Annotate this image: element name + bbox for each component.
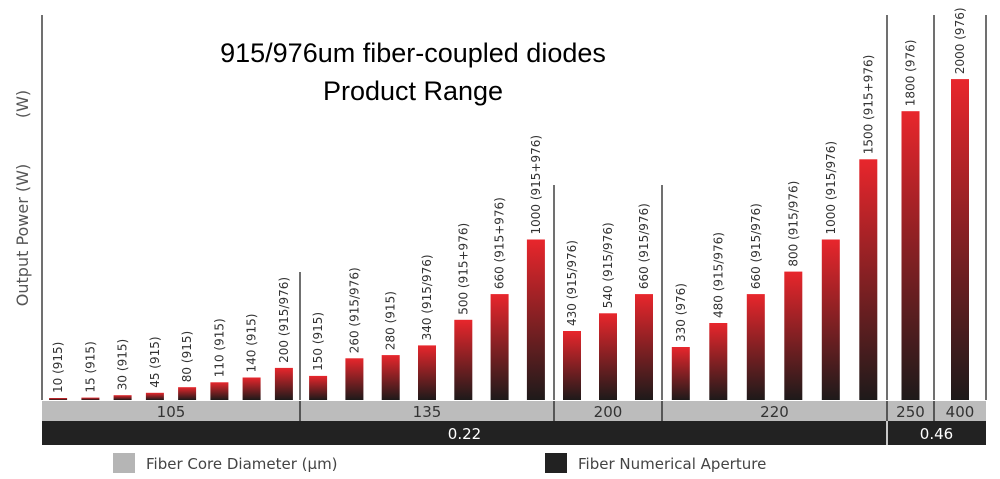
bar bbox=[599, 313, 617, 400]
bar bbox=[709, 323, 728, 400]
chart-title: 915/976um fiber-coupled diodes bbox=[220, 38, 606, 68]
bar bbox=[821, 239, 840, 400]
bar-label: 30 (915) bbox=[116, 339, 130, 390]
legend-swatch-core bbox=[113, 453, 135, 473]
legend-swatch-na bbox=[545, 453, 567, 473]
bar-label: 540 (915/976) bbox=[601, 222, 615, 308]
bar-label: 10 (915) bbox=[51, 342, 65, 393]
numerical-aperture-label: 0.46 bbox=[920, 425, 953, 443]
core-band bbox=[887, 401, 934, 421]
bar-label: 80 (915) bbox=[180, 331, 194, 382]
y-axis-label: Output Power (W) bbox=[13, 164, 32, 306]
na-band bbox=[887, 421, 986, 445]
bar bbox=[746, 294, 765, 400]
core-band bbox=[662, 401, 887, 421]
bar bbox=[784, 271, 803, 400]
bar bbox=[345, 358, 364, 400]
bar bbox=[309, 375, 328, 400]
bar bbox=[145, 392, 164, 400]
bar-label: 1000 (915/976) bbox=[824, 141, 838, 235]
bar-label: 330 (976) bbox=[674, 283, 688, 342]
bar-label: 340 (915/976) bbox=[420, 254, 434, 340]
bar-label: 660 (915/976) bbox=[637, 203, 651, 289]
bar-label: 800 (915/976) bbox=[786, 181, 800, 267]
bar bbox=[671, 347, 690, 400]
bar bbox=[859, 159, 878, 400]
core-diameter-label: 200 bbox=[594, 403, 623, 421]
bar-label: 150 (915) bbox=[311, 312, 325, 371]
bar-labels-layer: 10 (915) 15 (915) 30 (915) 45 (915) 80 (915)… bbox=[51, 7, 967, 393]
bar bbox=[526, 239, 545, 400]
core-band bbox=[300, 401, 554, 421]
y-axis-label-secondary: (W) bbox=[13, 90, 32, 118]
numerical-aperture-label: 0.22 bbox=[448, 425, 481, 443]
bands-layer: 105 135 200 220 250 400 0.22 0.46 bbox=[42, 401, 986, 445]
core-diameter-label: 250 bbox=[896, 403, 925, 421]
bar-label: 200 (915/976) bbox=[277, 277, 291, 363]
bar bbox=[113, 395, 132, 400]
bar-label: 110 (915) bbox=[212, 318, 226, 377]
bar-label: 430 (915/976) bbox=[565, 240, 579, 326]
bar bbox=[381, 355, 400, 400]
bar-label: 500 (915+976) bbox=[456, 223, 470, 315]
legend: Fiber Core Diameter (µm) Fiber Numerical… bbox=[113, 453, 766, 473]
bar bbox=[901, 111, 920, 400]
core-diameter-label: 220 bbox=[760, 403, 789, 421]
bar-label: 260 (915/976) bbox=[347, 267, 361, 353]
legend-label-na: Fiber Numerical Aperture bbox=[578, 455, 766, 473]
legend-label-core: Fiber Core Diameter (µm) bbox=[146, 455, 338, 473]
bar-label: 280 (915) bbox=[384, 291, 398, 350]
bar bbox=[242, 377, 261, 400]
bar bbox=[210, 382, 229, 400]
bar-label: 15 (915) bbox=[83, 341, 97, 392]
bar bbox=[418, 345, 436, 400]
core-band bbox=[934, 401, 986, 421]
bar-label: 1000 (915+976) bbox=[529, 135, 543, 235]
bar-label: 660 (915/976) bbox=[749, 203, 763, 289]
bar bbox=[49, 398, 68, 400]
bar bbox=[563, 331, 581, 400]
core-diameter-label: 105 bbox=[157, 403, 186, 421]
bar bbox=[490, 294, 509, 400]
core-diameter-label: 400 bbox=[946, 403, 975, 421]
bar bbox=[635, 294, 653, 400]
bar-label: 660 (915+976) bbox=[493, 197, 507, 289]
bar-label: 480 (915/976) bbox=[711, 232, 725, 318]
bars-layer bbox=[49, 79, 969, 400]
bar-label: 2000 (976) bbox=[953, 7, 967, 74]
core-band bbox=[42, 401, 300, 421]
bar-label: 45 (915) bbox=[148, 336, 162, 387]
core-diameter-label: 135 bbox=[413, 403, 442, 421]
bar-label: 1800 (976) bbox=[904, 40, 918, 107]
bar bbox=[951, 79, 969, 400]
bar-label: 140 (915) bbox=[245, 314, 259, 373]
bar bbox=[81, 397, 100, 400]
core-band bbox=[554, 401, 662, 421]
chart-subtitle: Product Range bbox=[323, 76, 503, 106]
na-band bbox=[42, 421, 887, 445]
bar bbox=[178, 387, 197, 400]
bar-label: 1500 (915+976) bbox=[861, 55, 875, 155]
bar bbox=[454, 319, 473, 400]
chart-axes bbox=[41, 15, 987, 400]
bar bbox=[274, 367, 293, 400]
